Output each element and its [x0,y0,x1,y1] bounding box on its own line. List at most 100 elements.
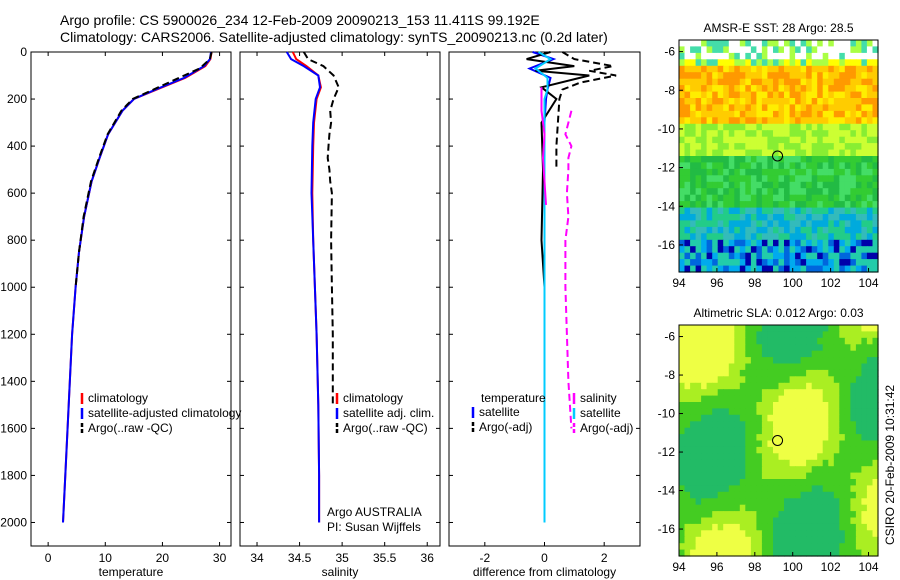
sst-map-cell [872,226,879,234]
sst-map-cell [844,123,851,131]
sla-map-cell [761,389,768,397]
sla-map-cell [761,440,768,448]
sla-map-cell [789,363,796,371]
sla-map-cell [850,485,857,493]
sst-map-cell [855,40,862,47]
sla-map-cell [866,453,873,461]
sla-map-cell [717,498,724,506]
sla-map-cell [695,491,702,499]
sla-map-cell [750,485,757,493]
sst-map-cell [756,52,763,60]
sla-map-cell [767,408,774,416]
sst-map-cell [795,259,802,267]
sst-map-cell [811,149,818,157]
sst-map-cell [800,110,807,118]
sst-map-cell [784,194,791,202]
sla-map-cell [701,453,708,461]
sst-map-xtick-label: 96 [710,276,724,290]
sla-map-cell [850,369,857,377]
sst-map-cell [690,265,697,273]
sla-map-cell [778,357,785,365]
sst-map-cell [872,123,879,131]
sla-map-cell [767,434,774,442]
sst-map-cell [833,214,840,221]
sst-map-cell [739,214,746,221]
sla-map-cell [756,543,763,551]
sla-map-cell [745,331,752,339]
sst-map-cell [684,233,691,241]
sst-map-cell [789,52,796,60]
sla-map-cell [828,325,835,332]
sst-map-cell [811,207,818,215]
sst-map-cell [806,207,813,215]
difference-right-legend-label: satellite [580,406,621,420]
sst-map-cell [723,104,730,112]
sla-map-cell [817,504,824,512]
sla-map-cell [784,498,791,506]
sst-map-cell [712,246,719,254]
sla-map-cell [839,331,846,339]
sst-map-cell [828,65,835,73]
sla-map-cell [706,389,713,397]
sla-map-cell [684,357,691,365]
sst-map-cell [679,265,686,273]
sst-map-cell [789,130,796,138]
sst-map-cell [850,201,857,209]
sla-map-cell [728,357,735,365]
sla-map-cell [822,479,829,486]
sla-map-cell [866,382,873,390]
sla-map-cell [784,408,791,416]
sla-map-cell [811,491,818,499]
sla-map-cell [806,325,813,332]
sst-map-cell [855,123,862,131]
sst-map-cell [684,130,691,138]
sst-map-cell [773,149,780,157]
sst-map-cell [861,175,868,183]
sst-map-cell [844,181,851,189]
sla-map-cell [822,363,829,371]
sst-map-cell [822,143,829,151]
sst-map-cell [750,214,757,221]
sla-map-cell [866,331,873,339]
sst-map-cell [861,265,868,273]
sst-map-cell [717,239,724,247]
sla-map-cell [817,402,824,409]
sst-map-cell [778,201,785,209]
sst-map-cell [784,252,791,260]
sst-map-cell [806,246,813,254]
sst-map-cell [850,117,857,125]
sst-map-cell [773,168,780,176]
sla-map-cell [745,498,752,506]
sst-map-cell [739,181,746,189]
sst-map-cell [872,233,879,241]
sst-map-cell [855,207,862,215]
sla-map-cell [695,408,702,416]
sst-map-cell [800,207,807,215]
sst-map-ytick-label: -12 [658,161,676,175]
sla-map-cell [850,446,857,454]
sla-map-cell [684,530,691,538]
sst-map-cell [750,265,757,273]
sst-map-cell [806,162,813,170]
sla-map-cell [828,511,835,519]
sst-map-cell [701,265,708,273]
sst-map-cell [723,136,730,144]
sst-map-cell [695,226,702,234]
sst-map-cell [822,168,829,176]
sst-map-cell [723,162,730,170]
salinity-series-line [285,51,322,523]
sla-map-cell [866,472,873,480]
sla-map-cell [773,549,780,557]
sst-map-cell [789,117,796,125]
sst-map-cell [679,72,686,80]
temperature-axes-frame [30,51,232,547]
sla-map-cell [817,376,824,384]
sst-map-cell [833,143,840,151]
sst-map-cell [712,168,719,176]
sla-map-cell [861,453,868,461]
sla-map-cell [690,511,697,519]
sla-map-cell [767,543,774,551]
sst-map-cell [695,143,702,151]
sst-map-cell [773,72,780,80]
